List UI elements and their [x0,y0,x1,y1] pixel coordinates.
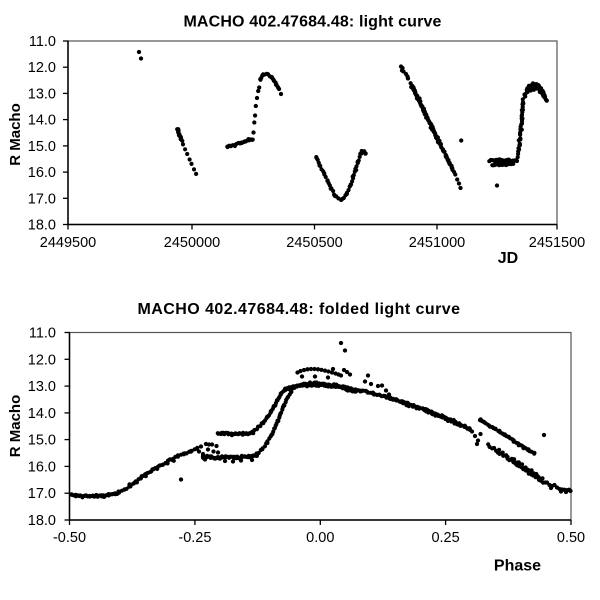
svg-text:17.0: 17.0 [28,486,56,502]
svg-text:Phase: Phase [494,558,541,575]
svg-text:R Macho: R Macho [7,103,24,166]
svg-text:MACHO 402.47684.48: light curv: MACHO 402.47684.48: light curve [183,14,441,31]
svg-text:18.0: 18.0 [28,218,56,234]
svg-text:12.0: 12.0 [28,60,56,76]
svg-text:13.0: 13.0 [28,86,56,102]
svg-text:2451500: 2451500 [529,235,585,251]
svg-text:2449500: 2449500 [40,235,96,251]
svg-text:11.0: 11.0 [29,326,56,342]
svg-text:15.0: 15.0 [28,139,56,155]
svg-text:R Macho: R Macho [7,395,24,458]
svg-text:15.0: 15.0 [28,433,56,449]
svg-text:13.0: 13.0 [28,379,56,395]
svg-text:2450500: 2450500 [286,235,342,251]
svg-text:18.0: 18.0 [28,513,56,529]
svg-text:0.00: 0.00 [306,530,334,546]
svg-text:16.0: 16.0 [28,459,56,475]
svg-text:12.0: 12.0 [28,352,56,368]
svg-text:17.0: 17.0 [28,191,56,207]
svg-text:2451000: 2451000 [409,235,465,251]
svg-text:-0.25: -0.25 [178,530,211,546]
svg-text:11.0: 11.0 [29,34,56,50]
svg-text:14.0: 14.0 [28,406,56,422]
svg-text:JD: JD [498,250,518,267]
svg-text:0.25: 0.25 [431,530,459,546]
svg-text:2450000: 2450000 [164,235,220,251]
svg-text:-0.50: -0.50 [53,530,86,546]
svg-text:14.0: 14.0 [28,113,56,129]
svg-text:0.50: 0.50 [557,530,585,546]
svg-text:MACHO 402.47684.48: folded lig: MACHO 402.47684.48: folded light curve [138,301,461,318]
svg-text:16.0: 16.0 [28,165,56,181]
